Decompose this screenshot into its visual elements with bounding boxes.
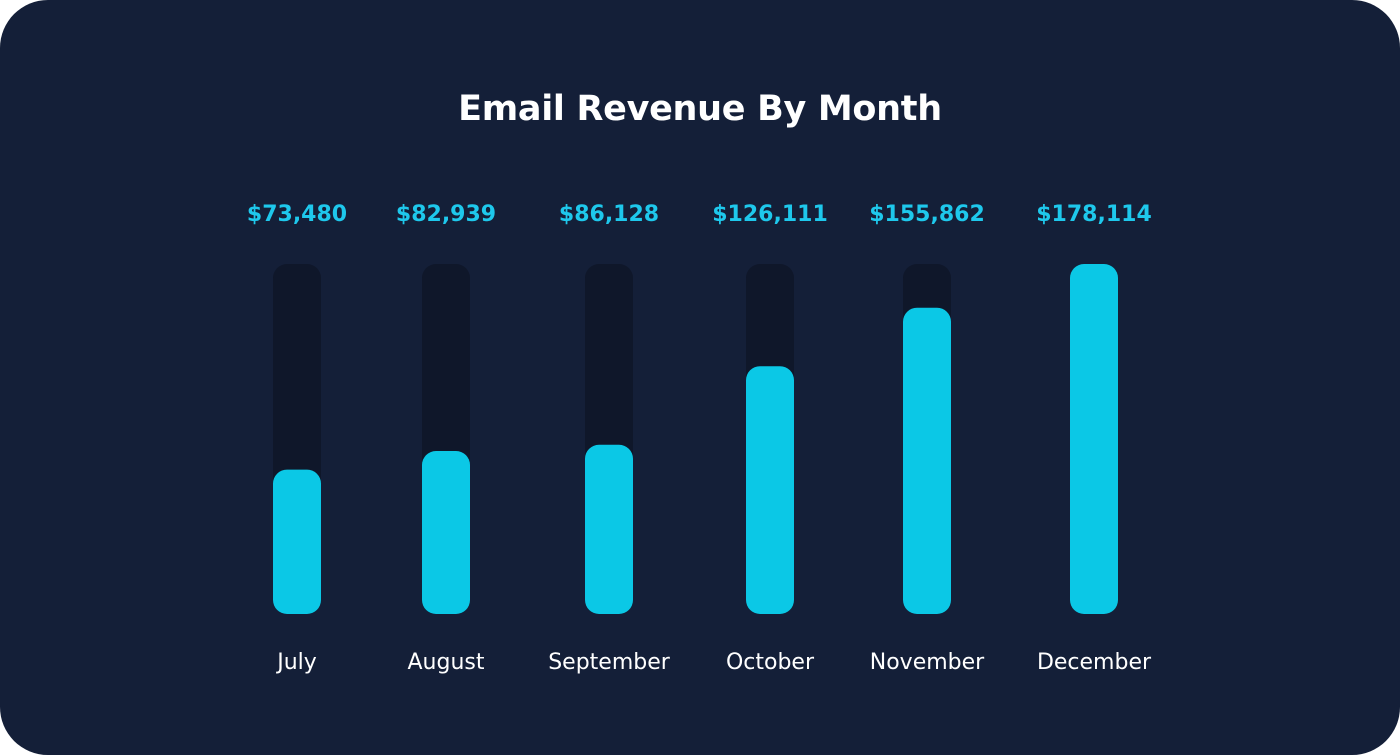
value-label-august: $82,939 <box>396 202 496 227</box>
category-label-december: December <box>1037 650 1152 675</box>
value-label-july: $73,480 <box>247 202 347 227</box>
category-label-july: July <box>275 650 317 675</box>
value-label-november: $155,862 <box>869 202 985 227</box>
bar-october <box>746 366 794 614</box>
category-label-november: November <box>870 650 985 675</box>
value-label-december: $178,114 <box>1036 202 1152 227</box>
category-label-october: October <box>726 650 815 675</box>
bar-august <box>422 451 470 614</box>
category-label-august: August <box>408 650 485 675</box>
category-label-september: September <box>548 650 671 675</box>
bar-september <box>585 444 633 614</box>
value-label-october: $126,111 <box>712 202 828 227</box>
chart-title: Email Revenue By Month <box>458 89 942 129</box>
bar-november <box>903 307 951 614</box>
bar-december <box>1070 264 1118 614</box>
value-label-september: $86,128 <box>559 202 659 227</box>
bar-july <box>273 469 321 614</box>
